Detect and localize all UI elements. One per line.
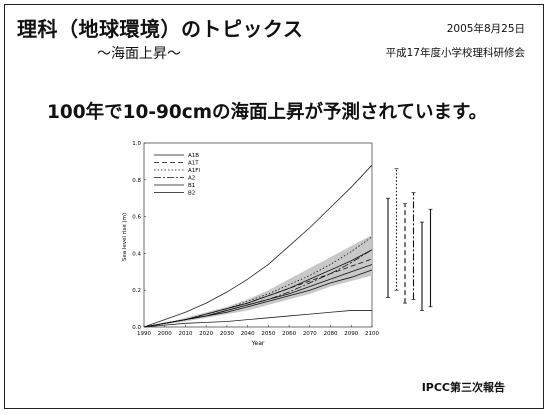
legend-label-a2: A2 xyxy=(188,176,195,182)
y-axis-label: Sea level rise (m) xyxy=(122,213,128,261)
y-tick-label: 0.2 xyxy=(132,288,141,294)
x-tick-label: 2010 xyxy=(178,331,192,337)
lower-envelope-line xyxy=(143,310,372,328)
legend-label-a1b: A1B xyxy=(188,153,199,159)
series-line-a2 xyxy=(143,249,373,328)
headline: 100年で10-90cmの海面上昇が予測されています。 xyxy=(47,102,488,123)
y-tick-label: 0.8 xyxy=(132,178,141,184)
legend-label-a1t: A1T xyxy=(188,161,199,167)
x-tick-label: 2000 xyxy=(158,331,172,337)
page-title: 理科（地球環境）のトピックス xyxy=(17,17,304,41)
x-axis-label: Year xyxy=(251,340,265,347)
x-tick-label: 2070 xyxy=(303,331,317,337)
x-axis: Year 1990 2000 2010 2020 2030 2040 2050 2060 207… xyxy=(137,325,379,347)
page-subtitle: ～海面上昇～ xyxy=(97,46,181,62)
x-tick-label: 2060 xyxy=(282,331,296,337)
x-tick-label: 2080 xyxy=(324,331,338,337)
x-tick-label: 2030 xyxy=(220,331,234,337)
source-label: IPCC第三次報告 xyxy=(421,381,505,394)
x-tick-label: 2020 xyxy=(199,331,213,337)
y-tick-label: 0.4 xyxy=(132,251,141,257)
x-tick-label: 2040 xyxy=(241,331,255,337)
y-tick-label: 0.0 xyxy=(132,325,141,331)
date-label: 2005年8月25日 xyxy=(446,23,525,35)
legend-label-b2: B2 xyxy=(188,191,195,197)
sea-level-chart: Year 1990 2000 2010 2020 2030 2040 2050 2060 207… xyxy=(122,141,433,347)
x-tick-label: 1990 xyxy=(137,331,151,337)
legend-label-b1: B1 xyxy=(188,183,195,189)
legend-label-a1fi: A1FI xyxy=(188,168,200,174)
series-line-b2 xyxy=(143,264,373,328)
x-tick-label: 2050 xyxy=(261,331,275,337)
slide: 理科（地球環境）のトピックス ～海面上昇～ 2005年8月25日 平成17年度小… xyxy=(4,4,544,409)
series-lines xyxy=(143,236,373,328)
x-tick-label: 2100 xyxy=(365,331,379,337)
range-bars xyxy=(386,168,433,311)
organization-label: 平成17年度小学校理科研修会 xyxy=(385,47,525,59)
y-tick-label: 1.0 xyxy=(132,141,141,147)
x-tick-label: 2090 xyxy=(344,331,358,337)
y-tick-label: 0.6 xyxy=(132,215,141,221)
envelope-lines xyxy=(143,164,373,328)
upper-envelope-line xyxy=(143,164,373,328)
y-axis: Sea level rise (m) 0.0 0.2 0.4 0.6 0.8 1.0 xyxy=(122,141,146,331)
